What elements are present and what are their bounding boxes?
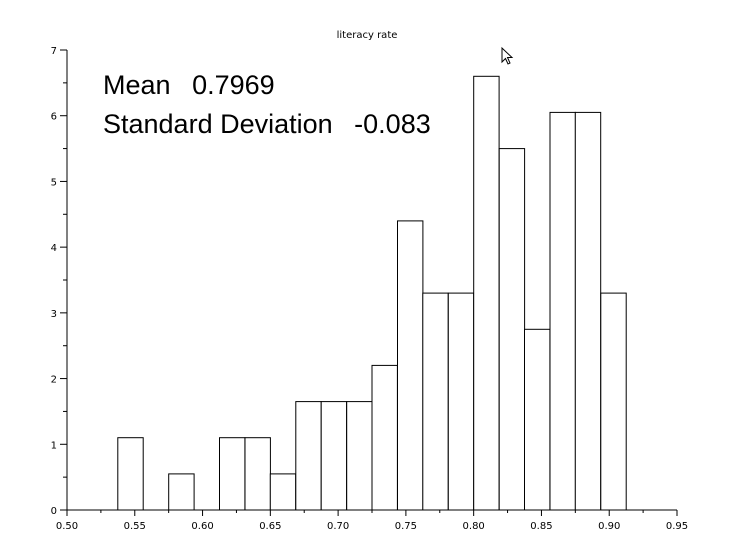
x-tick-label-3: 0.65 [259, 521, 281, 532]
std-annotation: Standard Deviation -0.083 [103, 109, 431, 139]
histogram-bar-9 [397, 220, 424, 511]
bars-group [117, 75, 627, 511]
y-tick-label-2: 2 [51, 375, 57, 386]
x-tick-label-2: 0.60 [191, 521, 213, 532]
histogram-bar-0 [117, 437, 144, 511]
x-tick-label-6: 0.80 [463, 521, 485, 532]
y-tick-label-6: 6 [51, 112, 57, 123]
histogram-bar-5 [295, 401, 322, 511]
mean-value: 0.7969 [192, 70, 275, 100]
chart-title: literacy rate [337, 30, 398, 41]
histogram-bar-15 [549, 111, 576, 511]
y-tick-label-4: 4 [51, 243, 57, 254]
histogram-bar-12 [473, 75, 500, 511]
histogram-bar-10 [422, 292, 449, 511]
histogram-bar-6 [320, 401, 348, 511]
histogram-bar-13 [498, 148, 526, 511]
histogram-bar-1 [168, 473, 195, 511]
histogram-bar-11 [447, 292, 475, 511]
std-label: Standard Deviation [103, 109, 333, 139]
x-tick-label-7: 0.85 [530, 521, 552, 532]
histogram-bar-8 [371, 364, 398, 511]
x-tick-label-4: 0.70 [327, 521, 349, 532]
histogram-bar-7 [346, 401, 373, 511]
std-value: -0.083 [354, 109, 431, 139]
mean-annotation: Mean 0.7969 [103, 70, 275, 100]
y-tick-label-0: 0 [51, 506, 57, 517]
x-tick-label-9: 0.95 [666, 521, 688, 532]
histogram-bar-4 [269, 473, 297, 511]
histogram-bar-2 [219, 437, 246, 511]
x-tick-label-5: 0.75 [395, 521, 417, 532]
y-tick-label-7: 7 [51, 46, 57, 57]
y-tick-label-5: 5 [51, 177, 57, 188]
mean-label: Mean [103, 70, 171, 100]
y-tick-label-3: 3 [51, 309, 57, 320]
arrow-cursor-icon [501, 46, 514, 65]
y-ticks: 0 1 2 3 4 5 6 7 [51, 46, 67, 517]
y-tick-label-1: 1 [51, 440, 57, 451]
x-tick-label-0: 0.50 [56, 521, 78, 532]
x-ticks: 0.50 0.55 0.60 0.65 0.70 0.75 0.80 0.85 0.90 0.95 [56, 510, 688, 532]
x-tick-label-8: 0.90 [598, 521, 620, 532]
x-tick-label-1: 0.55 [124, 521, 146, 532]
histogram-bar-17 [600, 292, 627, 511]
histogram-bar-14 [524, 328, 551, 511]
histogram-bar-3 [244, 437, 271, 511]
histogram-bar-16 [574, 111, 602, 511]
